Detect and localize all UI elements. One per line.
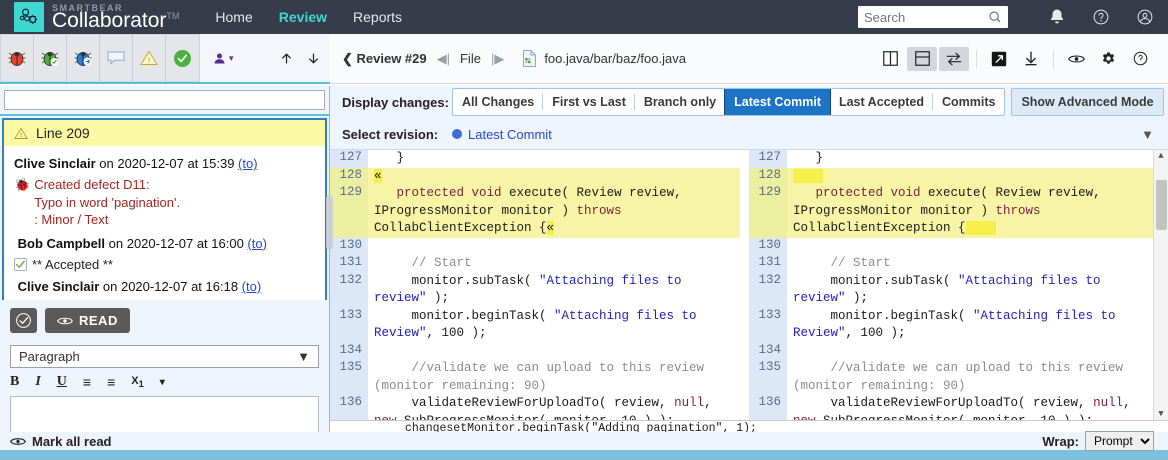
- svg-text:!: !: [20, 132, 22, 139]
- svg-text:!: !: [148, 58, 150, 65]
